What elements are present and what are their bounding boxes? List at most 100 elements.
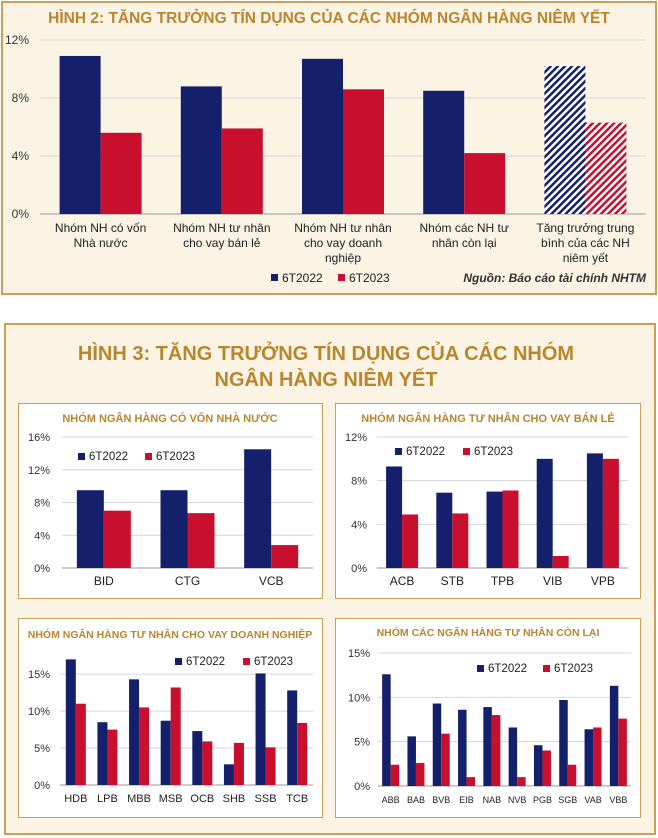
y-tick-label: 15% <box>28 669 50 681</box>
figure-3-title-line2: NGÂN HÀNG NIÊM YẾT <box>215 367 438 391</box>
legend-label: 6T2023 <box>349 271 390 285</box>
x-category-label: NVB <box>508 795 527 805</box>
x-category-label: BAB <box>407 795 425 805</box>
bar-6T2023 <box>107 729 118 785</box>
bar-6T2022 <box>423 90 465 214</box>
figure-2-title: HÌNH 2: TĂNG TRƯỞNG TÍN DỤNG CỦA CÁC NHÓ… <box>48 9 610 27</box>
bar-6T2022 <box>559 699 568 786</box>
bar-6T2023 <box>517 777 526 786</box>
legend-swatch-6T2023 <box>243 658 250 665</box>
legend-swatch-6T2022 <box>477 665 484 672</box>
y-tick-label: 0% <box>34 563 50 575</box>
x-category-label: cho vay doanh <box>304 236 382 250</box>
bar-6T2022 <box>436 492 453 568</box>
legend-swatch-6T2022 <box>78 453 85 460</box>
bar-6T2023 <box>233 742 244 785</box>
y-tick-label: 4% <box>34 530 50 542</box>
legend-swatch-6T2023 <box>543 665 550 672</box>
legend-swatch-6T2022 <box>271 274 278 281</box>
x-category-label: ACB <box>390 574 415 588</box>
bar-6T2022 <box>223 764 234 785</box>
legend-label: 6T2022 <box>488 663 527 675</box>
x-category-label: Nhóm NH có vốn <box>55 221 146 235</box>
x-category-label: nghiệp <box>325 251 361 265</box>
x-category-label: Tăng trưởng trung <box>536 221 634 235</box>
bar-6T2022 <box>129 679 140 785</box>
x-category-label: Nhóm các NH tư <box>420 221 509 235</box>
x-category-label: VPB <box>591 574 615 588</box>
bar-6T2023 <box>202 741 213 785</box>
bar-6T2022 <box>255 673 266 785</box>
x-category-label: SHB <box>223 793 246 805</box>
legend-swatch-6T2023 <box>338 274 345 281</box>
bar-6T2022 <box>287 690 298 785</box>
figure-3-title-line1: HÌNH 3: TĂNG TRƯỞNG TÍN DỤNG CỦA CÁC NHÓ… <box>78 341 574 365</box>
x-category-label: OCB <box>190 793 214 805</box>
y-tick-label: 10% <box>28 706 50 718</box>
bar-6T2022 <box>533 745 543 786</box>
bar-6T2023 <box>466 777 476 786</box>
bar-6T2022 <box>386 466 403 568</box>
bar-6T2022 <box>486 491 503 568</box>
source-note: Nguồn: Báo cáo tài chính NHTM <box>463 271 647 285</box>
y-tick-label: 12% <box>5 33 29 47</box>
y-tick-label: 0% <box>34 780 50 792</box>
y-tick-label: 8% <box>34 498 50 510</box>
bar-6T2023 <box>464 153 506 214</box>
y-tick-label: 8% <box>351 476 367 488</box>
bar-6T2022 <box>432 703 442 786</box>
bar-6T2023 <box>390 764 400 786</box>
legend-label: 6T2023 <box>254 656 293 668</box>
y-tick-label: 0% <box>354 781 370 793</box>
bar-6T2023 <box>100 132 142 214</box>
x-category-label: VBB <box>609 795 627 805</box>
x-category-label: ABB <box>382 795 400 805</box>
bar-6T2022 <box>586 453 603 568</box>
bar-6T2022 <box>244 449 272 568</box>
bar-6T2023 <box>602 458 619 568</box>
legend-swatch-6T2022 <box>175 658 182 665</box>
legend-label: 6T2023 <box>474 446 513 458</box>
x-category-label: EIB <box>459 795 474 805</box>
legend-label: 6T2022 <box>282 271 323 285</box>
bar-6T2023 <box>297 722 308 785</box>
bar-6T2023 <box>75 703 86 785</box>
bar-6T2023 <box>170 687 181 785</box>
x-category-label: VAB <box>584 795 601 805</box>
y-tick-label: 15% <box>348 648 370 660</box>
bar-6T2022 <box>407 736 416 786</box>
legend-swatch-6T2022 <box>395 448 402 455</box>
bar-6T2022 <box>76 490 104 568</box>
bar-6T2023 <box>221 128 263 214</box>
x-category-label: niêm yết <box>563 251 609 265</box>
bar-6T2022 <box>65 659 76 785</box>
y-tick-label: 4% <box>351 519 367 531</box>
x-category-label: TCB <box>286 793 308 805</box>
bar-6T2022 <box>609 685 619 786</box>
panel-title: NHÓM CÁC NGÂN HÀNG TƯ NHÂN CÒN LẠI <box>377 626 600 639</box>
y-tick-label: 16% <box>28 432 50 444</box>
x-category-label: BID <box>94 574 114 588</box>
bar-6T2022 <box>584 729 594 786</box>
bar-6T2022 <box>180 86 222 214</box>
legend-swatch-6T2023 <box>463 448 470 455</box>
bar-6T2022 <box>97 722 108 785</box>
x-category-label: BVB <box>432 795 450 805</box>
legend-swatch-6T2023 <box>145 453 152 460</box>
bar-6T2023 <box>415 762 425 786</box>
y-tick-label: 8% <box>12 91 30 105</box>
x-category-label: NAB <box>483 795 502 805</box>
panel-title: NHÓM NGÂN HÀNG TƯ NHÂN CHO VAY DOANH NGH… <box>28 628 312 641</box>
bar-6T2023 <box>103 510 131 568</box>
bar-6T2023 <box>187 513 215 568</box>
x-category-label: MBB <box>127 793 151 805</box>
legend-label: 6T2022 <box>406 446 445 458</box>
bar-6T2023 <box>585 122 627 214</box>
bar-6T2023 <box>552 555 569 568</box>
bar-6T2023 <box>452 513 469 568</box>
x-category-label: STB <box>441 574 464 588</box>
y-tick-label: 5% <box>354 737 370 749</box>
x-category-label: MSB <box>159 793 183 805</box>
bar-6T2023 <box>593 727 602 786</box>
